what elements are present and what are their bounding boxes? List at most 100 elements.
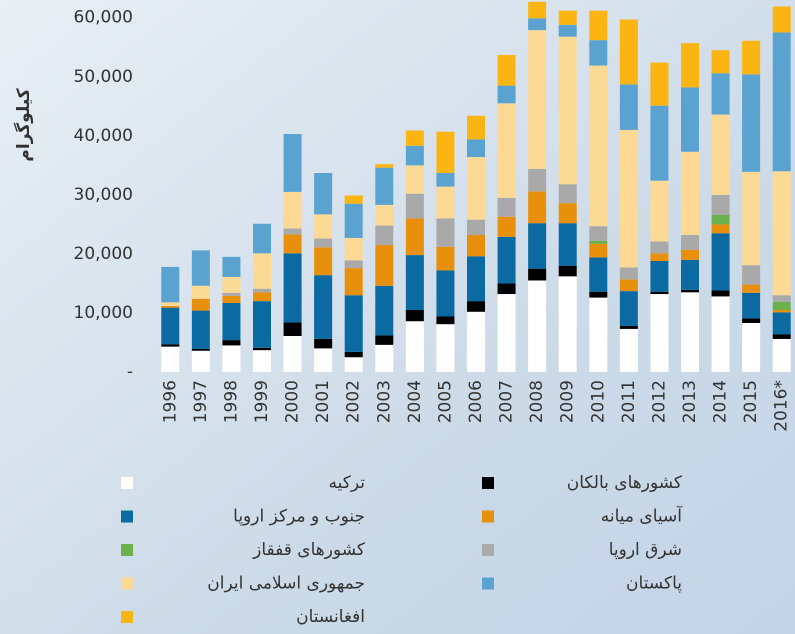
legend-swatch [121, 544, 133, 556]
bar-segment [467, 301, 485, 312]
bar-segment [344, 357, 363, 372]
y-tick-label: 60,000 [74, 8, 133, 28]
bar-segment [253, 292, 271, 302]
legend-swatch [121, 611, 133, 623]
bar-segment [528, 30, 547, 169]
bar-segment [589, 240, 608, 244]
bar-segment [619, 129, 638, 268]
bar-segment [619, 325, 638, 329]
legend-label: آسیای میانه [601, 505, 684, 527]
bar-segment [375, 285, 394, 336]
x-tick-label: 2002 [344, 380, 364, 423]
bar-segment [497, 236, 516, 284]
y-tick-label: 40,000 [74, 126, 133, 146]
bar-segment [222, 276, 241, 293]
bar-segment [436, 173, 455, 187]
bar-segment [681, 249, 699, 260]
bar-segment [467, 139, 485, 158]
bar-segment [191, 348, 210, 351]
bar-segment [436, 131, 455, 174]
bar-segment [589, 257, 608, 292]
bar-segment [314, 275, 333, 339]
bar-segment [681, 235, 699, 250]
bar-segment [467, 115, 485, 140]
bar-segment [497, 197, 516, 217]
bar-segment [314, 247, 333, 276]
bar-segment [528, 280, 547, 372]
bar-segment [191, 298, 210, 311]
bar-segment [619, 328, 638, 372]
bar-segment [436, 324, 455, 372]
bar-segment [283, 134, 302, 192]
bar-segment [558, 265, 577, 277]
y-tick-label: 10,000 [74, 303, 133, 323]
bar-segment [467, 235, 485, 257]
bar-segment [467, 311, 485, 372]
bar-segment [711, 214, 730, 225]
x-tick-label: 2013 [680, 380, 700, 423]
bar-segment [344, 351, 363, 358]
bar-segment [497, 216, 516, 237]
bar-segment [681, 289, 699, 293]
x-tick-label: 2012 [649, 380, 669, 423]
bar-segment [742, 40, 761, 75]
bar-segment [253, 347, 271, 351]
bar-segment [711, 194, 730, 215]
bar-segment [619, 84, 638, 130]
bar-segment [528, 268, 547, 281]
bar-segment [558, 36, 577, 185]
bar-segment [558, 10, 577, 25]
bar-segment [772, 295, 791, 302]
bar-segment [619, 267, 638, 280]
bar-segment [222, 256, 241, 277]
bar-segment [589, 40, 608, 66]
bar-segment [191, 285, 210, 299]
bar-segment [253, 301, 271, 348]
bar-segment [589, 243, 608, 258]
x-tick-label: 2009 [558, 380, 578, 423]
y-tick-label: 30,000 [74, 185, 133, 205]
bar-segment [772, 310, 791, 313]
bar-segment [161, 346, 180, 372]
x-tick-label: 2006 [466, 380, 486, 423]
bar-segment [467, 256, 485, 302]
bar-segment [619, 279, 638, 292]
bar-segment [314, 214, 333, 239]
bar-segment [589, 297, 608, 372]
bar-segment [650, 105, 669, 181]
bar-segment [711, 114, 730, 195]
bar-segment [344, 295, 363, 352]
bar-segment [436, 316, 455, 325]
bar-segment [528, 223, 547, 269]
bar-segment [283, 253, 302, 323]
bar-segment [558, 24, 577, 37]
bar-segment [742, 265, 761, 285]
bar-segment [344, 260, 363, 269]
bar-segment [742, 74, 761, 172]
bar-segment [650, 291, 669, 295]
bar-segment [589, 10, 608, 41]
x-tick-label: 2010 [588, 380, 608, 423]
bar-segment [191, 310, 210, 349]
bar-segment [375, 204, 394, 226]
bar-segment [497, 85, 516, 104]
bar-segment [742, 284, 761, 293]
bar-segment [405, 130, 424, 146]
bar-segment [314, 238, 333, 248]
y-tick-label: 50,000 [74, 67, 133, 87]
bar-segment [558, 223, 577, 266]
bar-segment [344, 203, 363, 238]
bar-segment [222, 345, 241, 372]
legend-label: ترکیه [329, 473, 366, 493]
bar-segment [528, 1, 547, 19]
bar-segment [253, 350, 271, 372]
y-tick-label: 20,000 [74, 244, 133, 264]
bar-segment [436, 218, 455, 247]
bar-segment [589, 65, 608, 227]
bar-segment [161, 302, 180, 306]
bar-segment [161, 305, 180, 308]
legend-swatch [121, 477, 133, 489]
bar-segment [283, 228, 302, 235]
bar-segment [283, 191, 302, 229]
